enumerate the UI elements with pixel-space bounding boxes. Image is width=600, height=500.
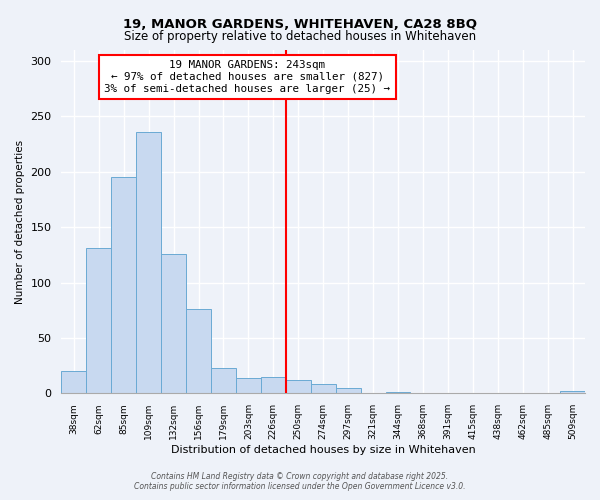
Title: 19, MANOR GARDENS, WHITEHAVEN, CA28 8BQ
Size of property relative to detached ho: 19, MANOR GARDENS, WHITEHAVEN, CA28 8BQ … (0, 499, 1, 500)
Bar (186, 309, 211, 394)
Bar (560, 391, 585, 394)
Bar (61, 371, 86, 394)
Bar (236, 378, 261, 394)
Bar (261, 376, 286, 394)
Text: 19 MANOR GARDENS: 243sqm
← 97% of detached houses are smaller (827)
3% of semi-d: 19 MANOR GARDENS: 243sqm ← 97% of detach… (104, 60, 390, 94)
Y-axis label: Number of detached properties: Number of detached properties (15, 140, 25, 304)
Text: Size of property relative to detached houses in Whitehaven: Size of property relative to detached ho… (124, 30, 476, 43)
X-axis label: Distribution of detached houses by size in Whitehaven: Distribution of detached houses by size … (171, 445, 476, 455)
Bar (286, 380, 311, 394)
Bar (161, 254, 186, 394)
Bar (211, 368, 236, 394)
Text: 19, MANOR GARDENS, WHITEHAVEN, CA28 8BQ: 19, MANOR GARDENS, WHITEHAVEN, CA28 8BQ (123, 18, 477, 30)
Text: Contains HM Land Registry data © Crown copyright and database right 2025.
Contai: Contains HM Land Registry data © Crown c… (134, 472, 466, 491)
Bar (136, 132, 161, 394)
Bar (311, 384, 335, 394)
Bar (335, 388, 361, 394)
Bar (386, 392, 410, 394)
Bar (111, 178, 136, 394)
Bar (86, 248, 111, 394)
